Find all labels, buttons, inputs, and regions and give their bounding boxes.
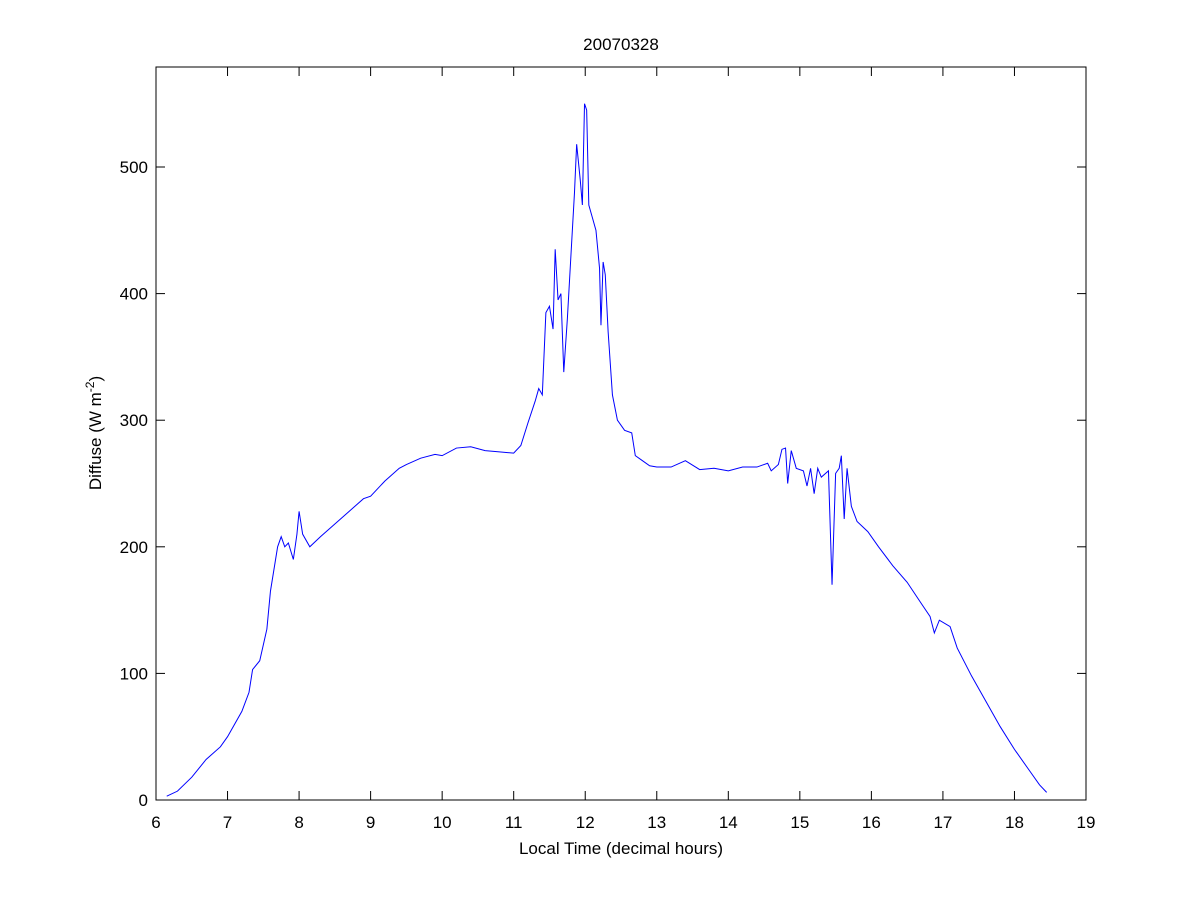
- y-tick-label: 200: [120, 538, 148, 557]
- x-tick-label: 7: [223, 813, 232, 832]
- y-tick-label: 0: [139, 791, 148, 810]
- x-tick-label: 15: [790, 813, 809, 832]
- x-tick-label: 19: [1077, 813, 1096, 832]
- x-tick-label: 8: [294, 813, 303, 832]
- x-tick-label: 12: [576, 813, 595, 832]
- y-label-sup: -2: [83, 381, 97, 392]
- x-tick-label: 16: [862, 813, 881, 832]
- y-label-suffix: ): [86, 376, 105, 382]
- y-axis-label: Diffuse (W m-2): [83, 376, 105, 490]
- x-tick-label: 18: [1005, 813, 1024, 832]
- x-tick-label: 11: [505, 813, 523, 832]
- y-label-text: Diffuse (W m: [86, 392, 105, 490]
- x-tick-label: 9: [366, 813, 375, 832]
- x-tick-label: 6: [151, 813, 160, 832]
- y-tick-label: 100: [120, 664, 148, 683]
- x-axis-label: Local Time (decimal hours): [519, 839, 723, 858]
- y-tick-label: 500: [120, 158, 148, 177]
- data-line: [166, 103, 1048, 797]
- chart-title: 20070328: [583, 35, 659, 54]
- x-tick-label: 13: [647, 813, 666, 832]
- plot-frame: [155, 66, 1087, 801]
- x-tick-label: 10: [433, 813, 452, 832]
- x-tick-label: 17: [933, 813, 952, 832]
- x-tick-label: 14: [719, 813, 738, 832]
- y-tick-label: 300: [120, 411, 148, 430]
- y-tick-label: 400: [120, 285, 148, 304]
